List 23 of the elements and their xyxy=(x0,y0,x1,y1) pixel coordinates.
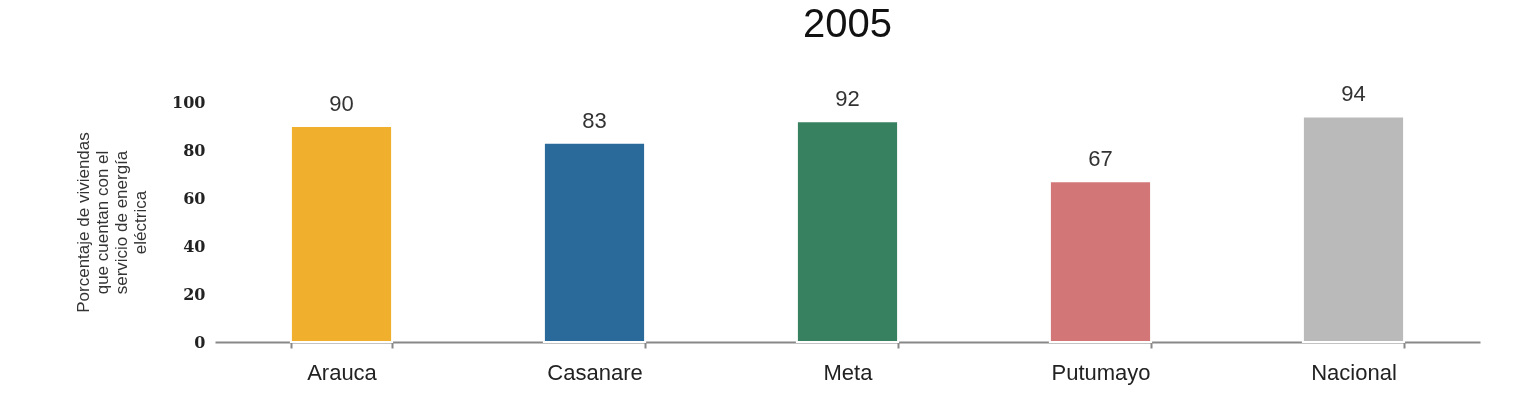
y-tick-label: 20 xyxy=(183,284,206,304)
y-tick-label: 100 xyxy=(172,92,206,112)
bar xyxy=(1301,115,1406,343)
bar xyxy=(795,120,900,343)
y-tick-label: 0 xyxy=(194,332,206,352)
data-label: 92 xyxy=(835,86,860,112)
chart-title: 2005 xyxy=(803,1,892,46)
y-tick-label: 80 xyxy=(183,140,206,160)
data-label: 67 xyxy=(1088,146,1113,172)
bar xyxy=(542,141,647,343)
x-tick-label: Nacional xyxy=(1311,359,1397,385)
y-tick-label: 40 xyxy=(183,236,206,256)
x-tick-label: Meta xyxy=(823,359,874,385)
data-label: 83 xyxy=(582,107,607,133)
x-tick-label: Arauca xyxy=(307,359,378,385)
x-tick-label: Casanare xyxy=(547,359,643,385)
bar xyxy=(289,125,394,343)
data-label: 90 xyxy=(329,91,354,116)
x-tick-label: Putumayo xyxy=(1051,359,1151,385)
data-label: 94 xyxy=(1341,81,1366,107)
y-tick-label: 60 xyxy=(183,188,206,208)
bar xyxy=(1048,180,1153,343)
y-axis-title: Porcentaje de viviendas que cuentan con el servicio de energía eléctrica xyxy=(74,132,151,313)
